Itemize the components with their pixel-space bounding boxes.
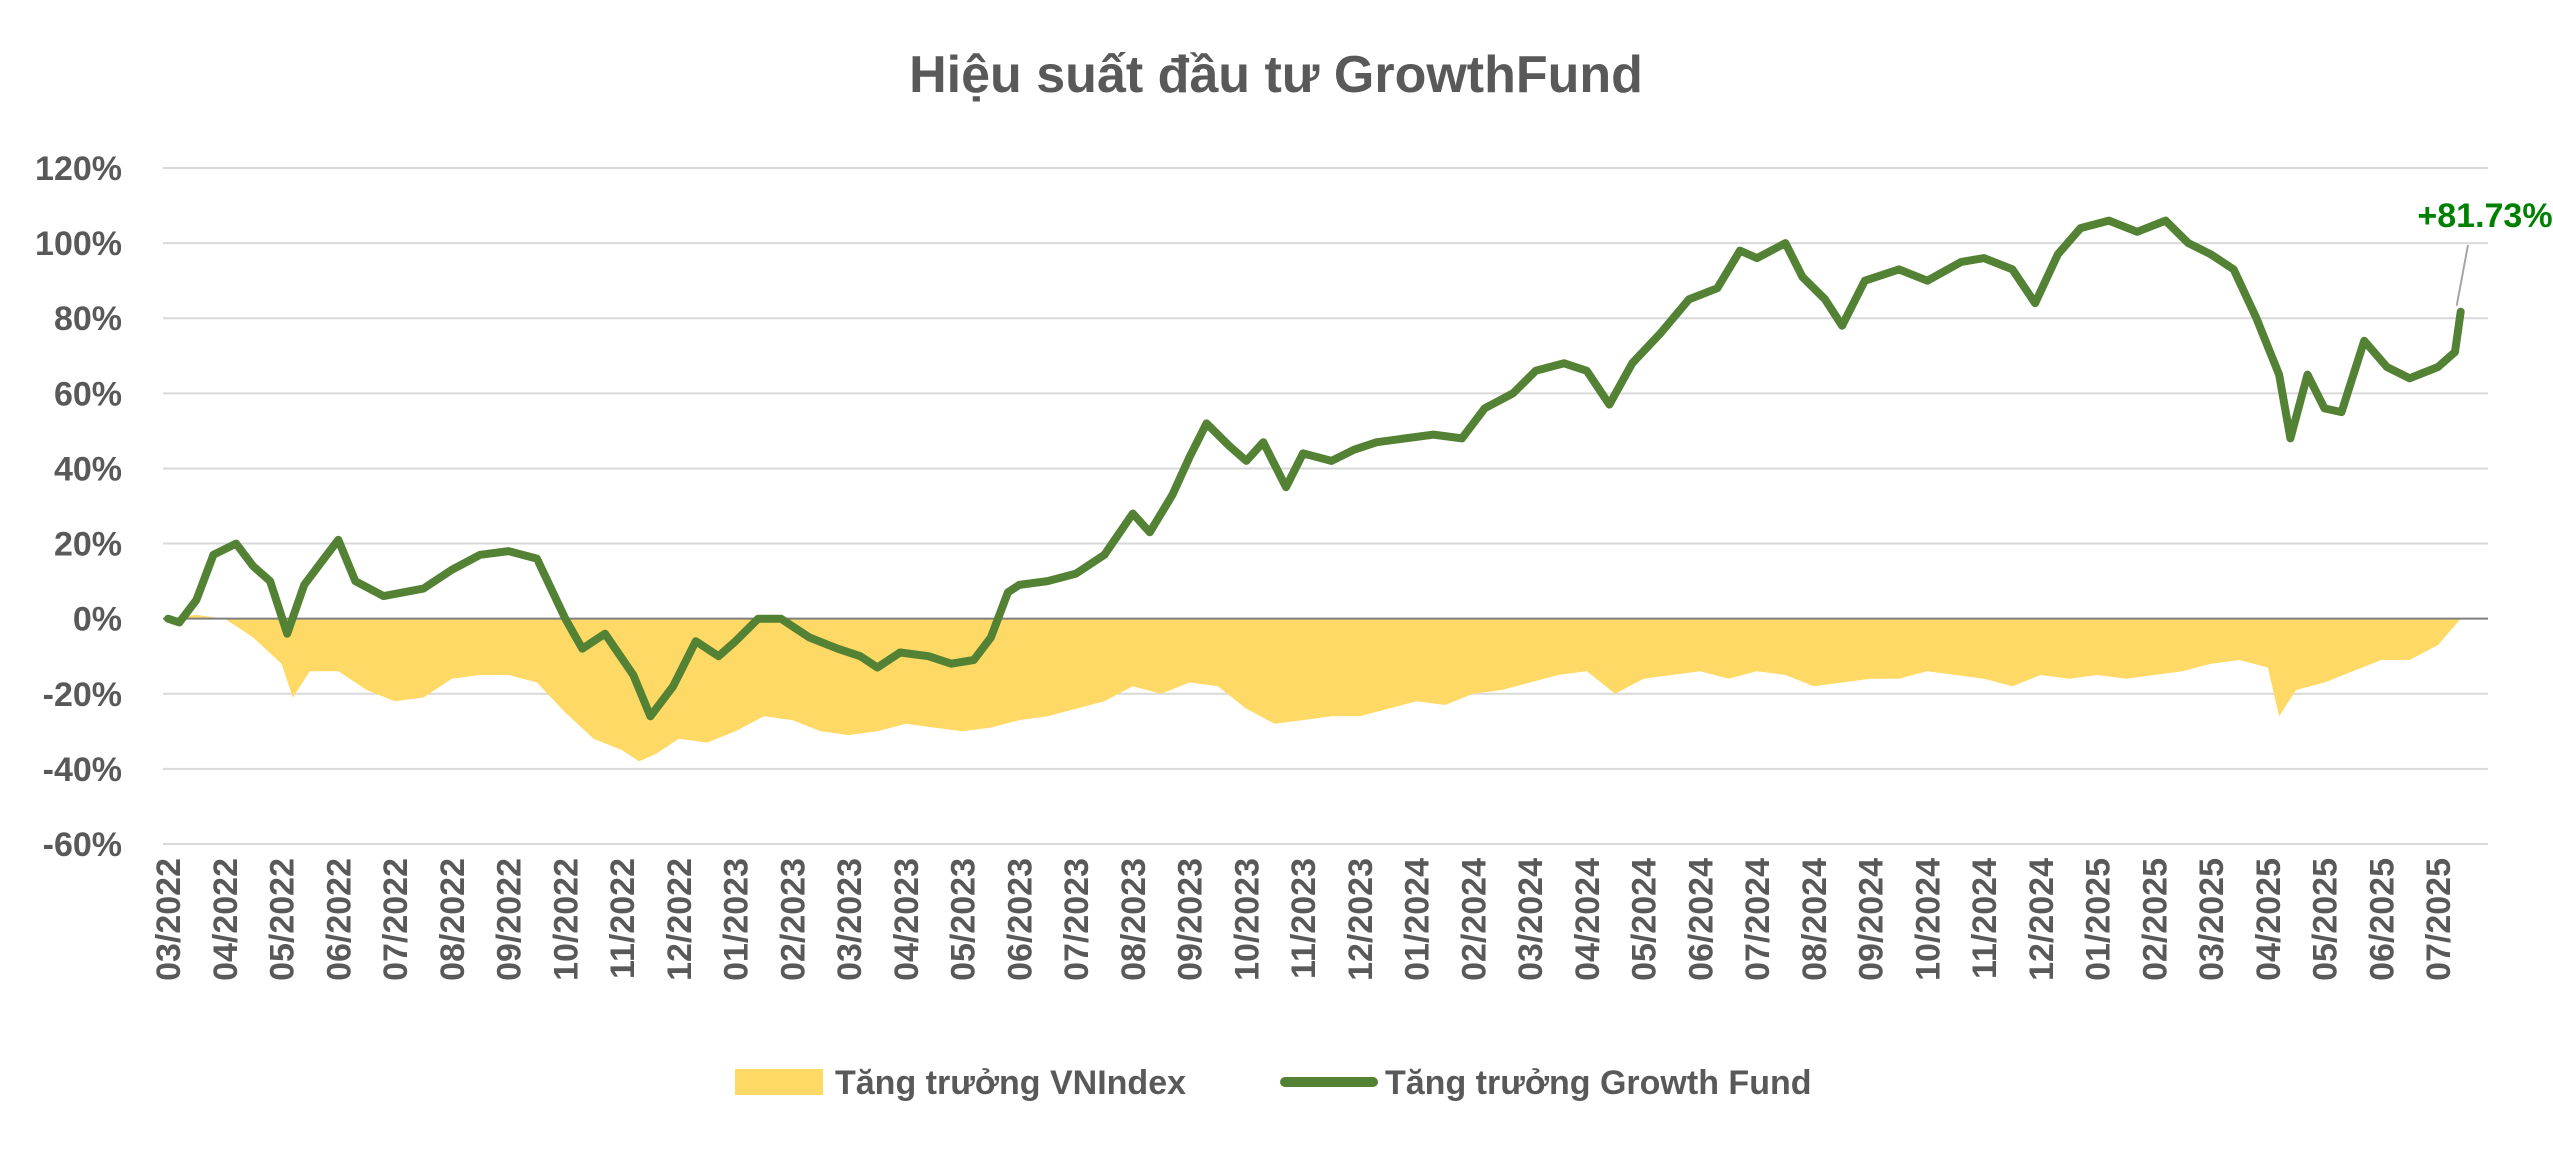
- x-tick-label: 10/2024: [1909, 858, 1947, 981]
- growthfund-line: [164, 216, 2465, 721]
- y-tick-label: 40%: [54, 450, 122, 488]
- x-tick-label: 12/2024: [2023, 858, 2061, 981]
- x-tick-label: 06/2024: [1682, 858, 1720, 981]
- x-tick-label: 07/2024: [1739, 858, 1777, 981]
- y-tick-label: 120%: [35, 150, 122, 188]
- x-tick-label: 02/2025: [2136, 858, 2174, 981]
- legend: Tăng trưởng VNIndex Tăng trưởng Growth F…: [735, 1064, 1812, 1102]
- y-tick-label: -20%: [43, 676, 122, 714]
- y-tick-label: -60%: [43, 826, 122, 864]
- x-tick-label: 09/2022: [491, 858, 529, 981]
- x-tick-label: 09/2024: [1853, 858, 1891, 981]
- end-value-label: +81.73%: [2417, 197, 2552, 235]
- x-tick-label: 11/2022: [604, 858, 642, 979]
- x-tick-label: 01/2024: [1399, 858, 1437, 981]
- x-tick-label: 06/2025: [2363, 858, 2401, 981]
- x-tick-label: 06/2023: [1001, 858, 1039, 981]
- x-tick-label: 11/2024: [1966, 858, 2004, 979]
- x-tick-label: 11/2023: [1285, 858, 1323, 979]
- x-tick-label: 05/2022: [264, 858, 302, 981]
- vnindex-area: [168, 614, 2461, 762]
- end-label-leader-line: [2455, 244, 2469, 306]
- x-tick-label: 12/2022: [661, 858, 699, 981]
- legend-label-vnindex: Tăng trưởng VNIndex: [835, 1064, 1186, 1102]
- x-tick-label: 03/2023: [831, 858, 869, 981]
- x-tick-label: 05/2024: [1626, 858, 1664, 981]
- x-tick-label: 10/2022: [547, 858, 585, 981]
- x-tick-label: 01/2023: [718, 858, 756, 981]
- vnindex-area-series: [168, 614, 2461, 762]
- x-tick-label: 02/2024: [1455, 858, 1493, 981]
- x-tick-label: 02/2023: [774, 858, 812, 981]
- y-tick-label: 60%: [54, 375, 122, 413]
- x-tick-label: 12/2023: [1342, 858, 1380, 981]
- x-tick-label: 04/2024: [1569, 858, 1607, 981]
- x-tick-label: 04/2025: [2250, 858, 2288, 981]
- x-tick-label: 09/2023: [1172, 858, 1210, 981]
- x-tick-label: 10/2023: [1228, 858, 1266, 981]
- end-value-annotation: +81.73%: [2417, 197, 2553, 306]
- x-tick-label: 03/2024: [1512, 858, 1550, 981]
- x-tick-label: 04/2022: [207, 858, 245, 981]
- gridlines: [163, 167, 2488, 845]
- x-tick-label: 08/2022: [434, 858, 472, 981]
- x-tick-label: 01/2025: [2080, 858, 2118, 981]
- legend-swatch-vnindex: [735, 1069, 823, 1095]
- x-tick-label: 05/2023: [945, 858, 983, 981]
- x-tick-label: 07/2022: [377, 858, 415, 981]
- x-tick-label: 04/2023: [888, 858, 926, 981]
- x-tick-label: 07/2025: [2420, 858, 2458, 981]
- x-tick-label: 05/2025: [2307, 858, 2345, 981]
- x-tick-label: 08/2024: [1796, 858, 1834, 981]
- y-tick-label: 80%: [54, 300, 122, 338]
- y-tick-label: 0%: [73, 601, 122, 639]
- x-tick-label: 07/2023: [1058, 858, 1096, 981]
- y-tick-label: -40%: [43, 751, 122, 789]
- legend-label-growthfund: Tăng trưởng Growth Fund: [1385, 1064, 1812, 1102]
- growthfund-line-series: [164, 216, 2465, 721]
- x-tick-label: 03/2022: [150, 858, 188, 981]
- x-axis-tick-labels: 03/2022 04/2022 05/2022 06/2022 07/2022 08/20…: [150, 858, 2458, 981]
- x-tick-label: 06/2022: [320, 858, 358, 981]
- y-axis-tick-labels: 120% 100% 80% 60% 40% 20% 0% -20% -40% -60%: [35, 150, 122, 864]
- y-tick-label: 100%: [35, 225, 122, 263]
- chart-title: Hiệu suất đầu tư GrowthFund: [909, 46, 1643, 104]
- y-tick-label: 20%: [54, 526, 122, 564]
- x-tick-label: 03/2025: [2193, 858, 2231, 981]
- x-tick-label: 08/2023: [1115, 858, 1153, 981]
